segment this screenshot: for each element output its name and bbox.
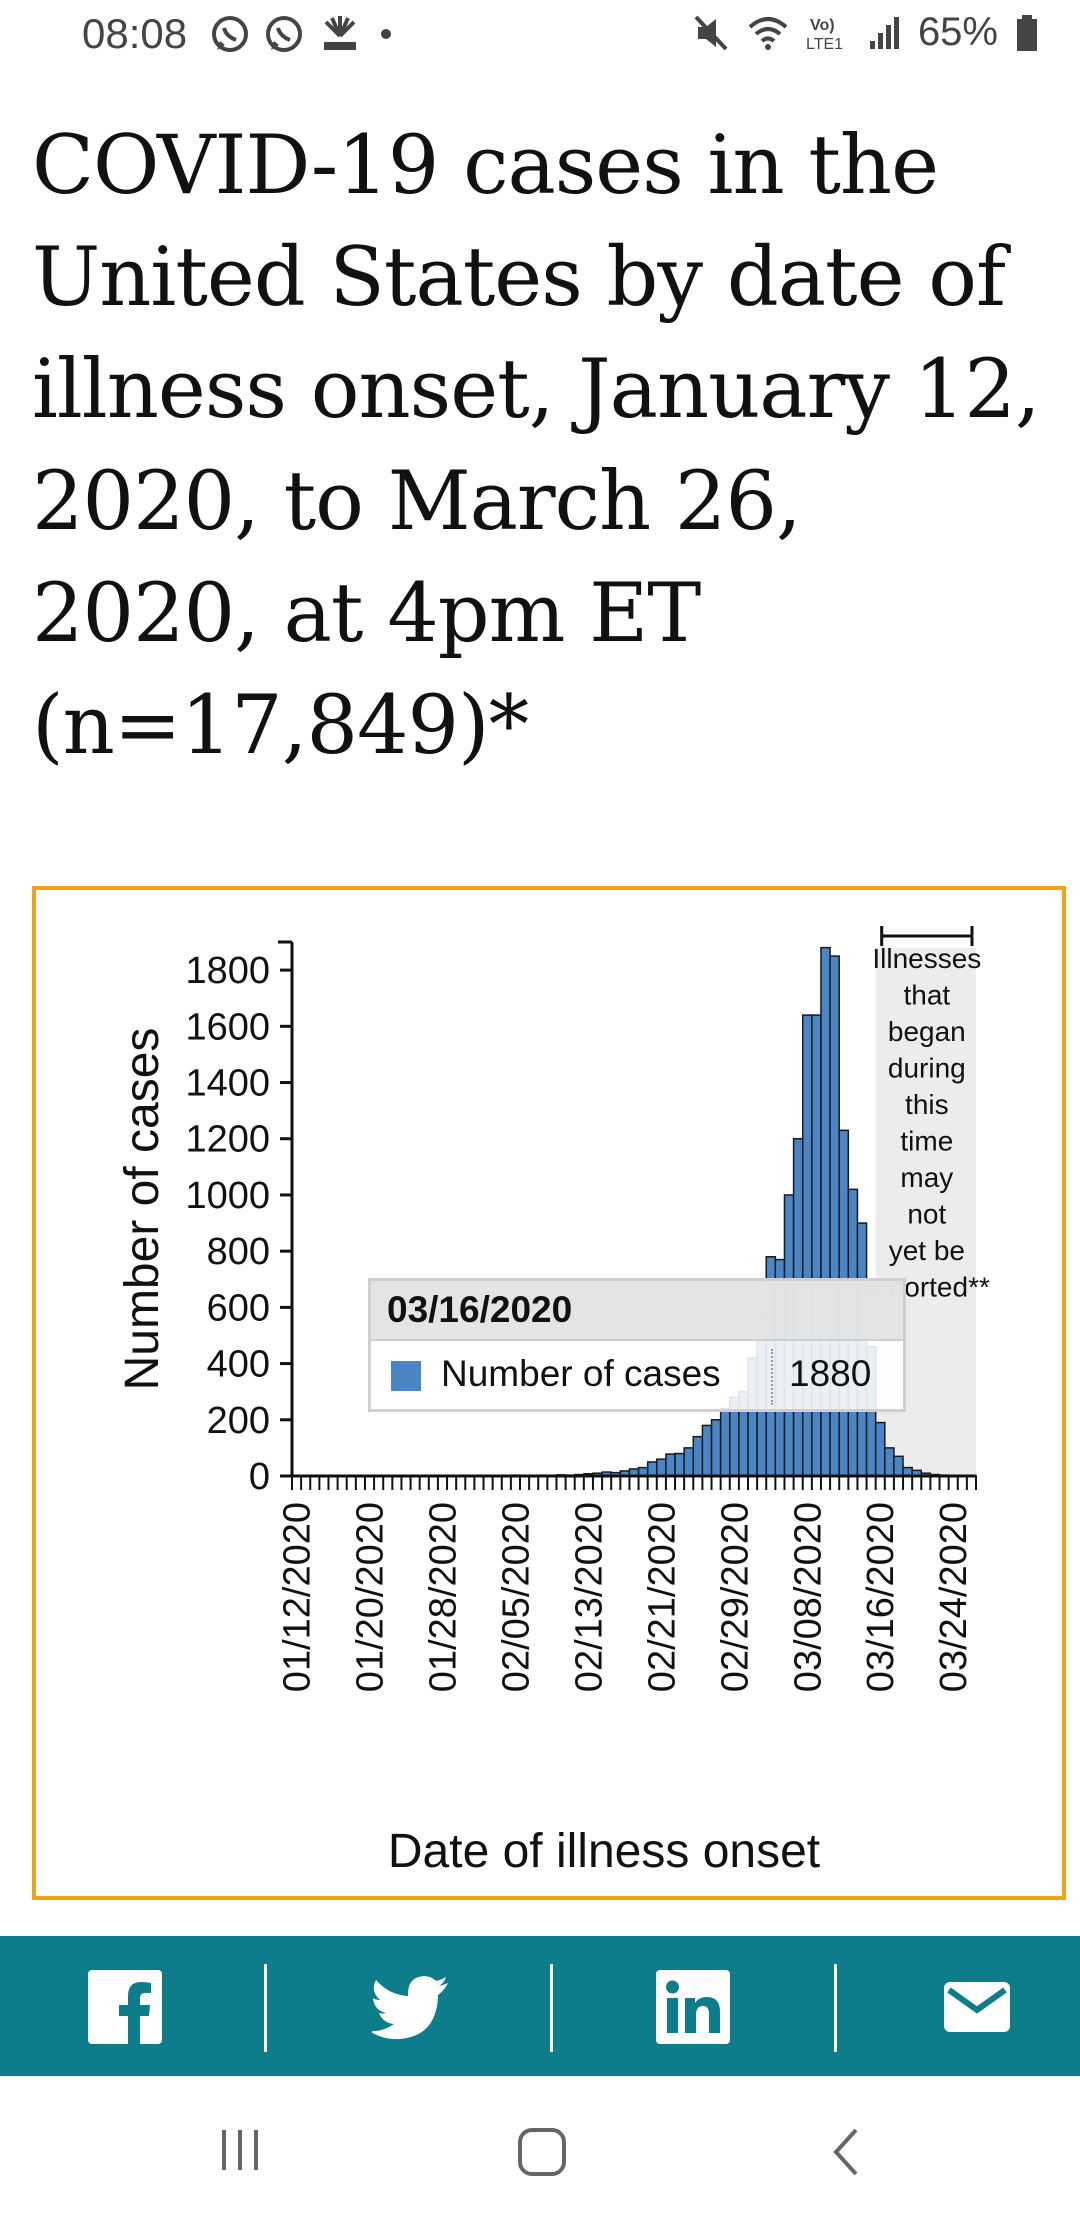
wifi-icon bbox=[748, 16, 788, 50]
status-bar: 08:08 Vo) bbox=[0, 0, 1080, 72]
share-separator bbox=[834, 1964, 837, 2052]
tooltip-value: 1880 bbox=[789, 1353, 872, 1394]
annotation-line: this bbox=[905, 1089, 949, 1120]
notification-icons bbox=[210, 14, 396, 54]
chart-bar bbox=[656, 1458, 667, 1477]
share-separator bbox=[264, 1964, 267, 2052]
x-axis-title: Date of illness onset bbox=[388, 1825, 820, 1878]
y-tick-label: 600 bbox=[207, 1287, 270, 1329]
annotation-text: Illnesses that began during this time may not ye… bbox=[864, 943, 990, 1303]
x-tick-label: 01/20/2020 bbox=[350, 1502, 392, 1692]
cnbc-icon bbox=[324, 16, 356, 50]
tooltip-series-name: Number of cases bbox=[441, 1353, 721, 1394]
chart-container: 0 200 400 600 800 1000 1200 1400 1600 1800 01/12/2… bbox=[32, 886, 1066, 1900]
x-tick-label: 02/13/2020 bbox=[568, 1502, 610, 1692]
volte-icon: Vo) LTE1 bbox=[806, 17, 843, 53]
y-tick-label: 200 bbox=[207, 1400, 270, 1442]
email-icon[interactable] bbox=[944, 1970, 1010, 2044]
chart-bar bbox=[884, 1447, 895, 1477]
mute-icon bbox=[694, 15, 728, 50]
chart-tooltip: 03/16/2020 Number of cases 1880 bbox=[368, 1278, 906, 1412]
chart-bar bbox=[692, 1435, 704, 1477]
chart-bar bbox=[674, 1452, 685, 1477]
x-tick-label: 02/05/2020 bbox=[495, 1502, 537, 1692]
bar-chart: 0 200 400 600 800 1000 1200 1400 1600 1800 01/12/2… bbox=[116, 926, 990, 1878]
annotation-line: Illnesses bbox=[872, 943, 981, 974]
svg-text:LTE1: LTE1 bbox=[806, 36, 843, 53]
chart-bar bbox=[701, 1424, 713, 1477]
home-icon[interactable] bbox=[516, 2126, 568, 2178]
navigation-bar bbox=[0, 2076, 1080, 2220]
x-tick-label: 03/16/2020 bbox=[860, 1502, 902, 1692]
x-tick-label: 01/28/2020 bbox=[422, 1502, 464, 1692]
annotation-line: yet be bbox=[889, 1235, 965, 1266]
tooltip-row: Number of cases 1880 bbox=[371, 1341, 903, 1411]
annotation-line: began bbox=[888, 1016, 966, 1047]
y-tick-label: 1400 bbox=[185, 1063, 270, 1105]
svg-text:Vo): Vo) bbox=[810, 17, 835, 34]
y-tick-label: 400 bbox=[207, 1344, 270, 1386]
chart-bar bbox=[874, 1421, 886, 1477]
annotation-line: during bbox=[888, 1053, 966, 1084]
y-tick-label: 1800 bbox=[185, 950, 270, 992]
twitter-icon[interactable] bbox=[372, 1970, 450, 2044]
chart-bar bbox=[665, 1453, 676, 1477]
whatsapp-icon bbox=[212, 16, 248, 52]
y-tick-label: 0 bbox=[249, 1456, 270, 1498]
y-tick-label: 1000 bbox=[185, 1175, 270, 1217]
annotation-line: may bbox=[900, 1162, 953, 1193]
recent-apps-icon[interactable] bbox=[216, 2126, 264, 2174]
annotation-line: time bbox=[900, 1126, 953, 1157]
back-icon[interactable] bbox=[826, 2126, 866, 2178]
x-tick-label: 01/12/2020 bbox=[277, 1502, 319, 1692]
x-tick-label: 02/29/2020 bbox=[714, 1502, 756, 1692]
dot-icon bbox=[381, 29, 391, 39]
chart-bar bbox=[646, 1461, 658, 1477]
y-tick-label: 1600 bbox=[185, 1006, 270, 1048]
chart-bar bbox=[893, 1455, 904, 1477]
chart-bar bbox=[683, 1447, 695, 1477]
annotation-line: not bbox=[907, 1199, 946, 1230]
y-tick-label: 800 bbox=[207, 1231, 270, 1273]
battery-icon bbox=[1017, 14, 1037, 51]
y-tick-label: 1200 bbox=[185, 1119, 270, 1161]
x-tick-label: 02/21/2020 bbox=[641, 1502, 683, 1692]
y-axis-title: Number of cases bbox=[116, 1028, 169, 1391]
tooltip-series-swatch bbox=[391, 1361, 421, 1391]
tooltip-date: 03/16/2020 bbox=[371, 1281, 903, 1341]
battery-percent: 65% bbox=[917, 10, 998, 54]
share-bar bbox=[0, 1936, 1080, 2076]
x-tick-label: 03/24/2020 bbox=[933, 1502, 975, 1692]
annotation-line: that bbox=[903, 980, 950, 1011]
share-separator bbox=[550, 1964, 553, 2052]
system-icons: Vo) LTE1 65% bbox=[692, 10, 1040, 55]
whatsapp-icon bbox=[266, 16, 302, 52]
facebook-icon[interactable] bbox=[88, 1970, 162, 2044]
chart-bar bbox=[710, 1419, 722, 1477]
signal-icon bbox=[869, 16, 899, 49]
tooltip-separator bbox=[771, 1349, 773, 1405]
page-title: COVID-19 cases in the United States by d… bbox=[32, 119, 1041, 773]
x-tick-label: 03/08/2020 bbox=[787, 1502, 829, 1692]
chart-bar bbox=[719, 1407, 731, 1477]
linkedin-icon[interactable] bbox=[656, 1970, 730, 2044]
status-time: 08:08 bbox=[82, 10, 188, 57]
